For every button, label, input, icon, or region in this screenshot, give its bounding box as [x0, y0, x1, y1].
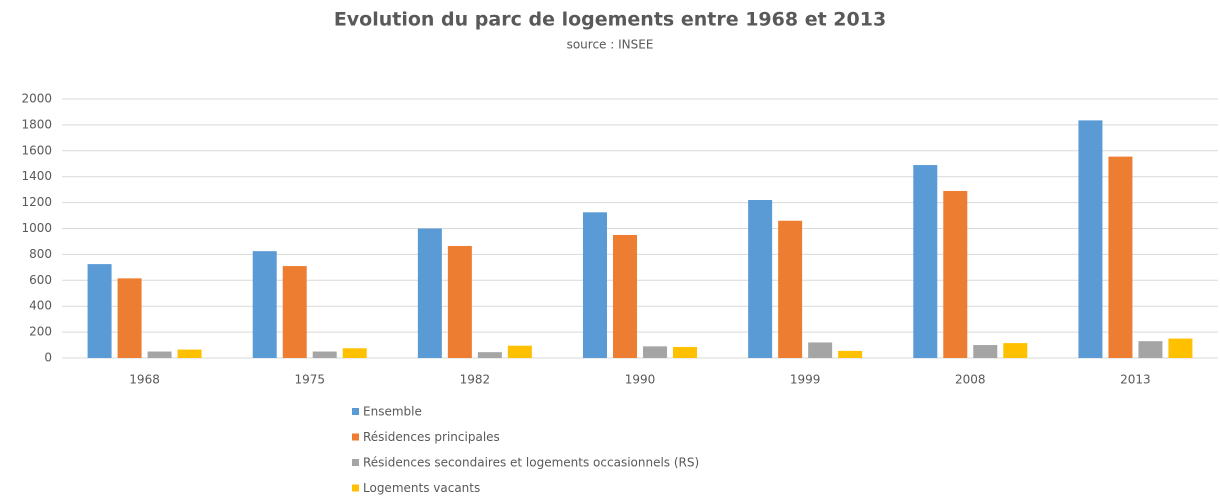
bar [282, 266, 307, 358]
legend-swatch [352, 408, 359, 415]
bar [477, 352, 502, 358]
bar [1138, 341, 1163, 358]
y-tick-label: 600 [29, 273, 52, 287]
y-tick-label: 1400 [21, 169, 52, 183]
y-tick-label: 1000 [21, 221, 52, 235]
bar [613, 234, 637, 358]
bar [177, 349, 202, 358]
x-tick-label: 1990 [625, 373, 656, 387]
y-tick-label: 1600 [21, 143, 52, 157]
bar [913, 165, 938, 358]
x-tick-label: 1999 [790, 373, 821, 387]
bar [1108, 156, 1133, 358]
bar [778, 220, 803, 358]
y-tick-label: 0 [44, 351, 52, 365]
bar [1168, 338, 1193, 358]
y-tick-label: 1800 [21, 117, 52, 131]
legend-label: Logements vacants [363, 481, 480, 495]
legend-swatch [352, 433, 359, 441]
y-tick-label: 400 [29, 299, 52, 313]
x-tick-label: 1968 [129, 373, 160, 387]
chart-title: Evolution du parc de logements entre 196… [334, 9, 886, 31]
x-tick-label: 2013 [1120, 373, 1151, 387]
bar [583, 212, 607, 358]
x-tick-label: 1975 [294, 373, 325, 387]
bar [117, 278, 142, 358]
legend-label: Résidences secondaires et logements occa… [363, 456, 699, 470]
bar [748, 200, 773, 358]
x-tick-label: 2008 [955, 373, 986, 387]
bar [673, 346, 697, 358]
legend-swatch [352, 459, 359, 466]
y-tick-label: 1200 [21, 195, 52, 209]
bar [87, 264, 112, 358]
bar [838, 350, 863, 358]
x-tick-label: 1982 [460, 373, 491, 387]
bar [447, 245, 472, 358]
legend-label: Résidences principales [363, 430, 500, 444]
legend-swatch [352, 484, 359, 492]
bar [808, 342, 833, 358]
bar [252, 251, 277, 358]
bar [943, 190, 968, 358]
bar [1078, 120, 1103, 359]
bar [342, 348, 367, 358]
legend-label: Ensemble [363, 405, 422, 419]
bar [643, 346, 667, 358]
bar [507, 345, 532, 358]
bar [1003, 343, 1028, 358]
bar [973, 345, 998, 358]
chart-subtitle: source : INSEE [567, 38, 654, 52]
y-tick-label: 2000 [21, 92, 52, 106]
y-tick-label: 200 [29, 325, 52, 339]
bar [147, 351, 172, 358]
y-tick-label: 800 [29, 247, 52, 261]
bar [417, 228, 442, 358]
bar [312, 351, 337, 358]
